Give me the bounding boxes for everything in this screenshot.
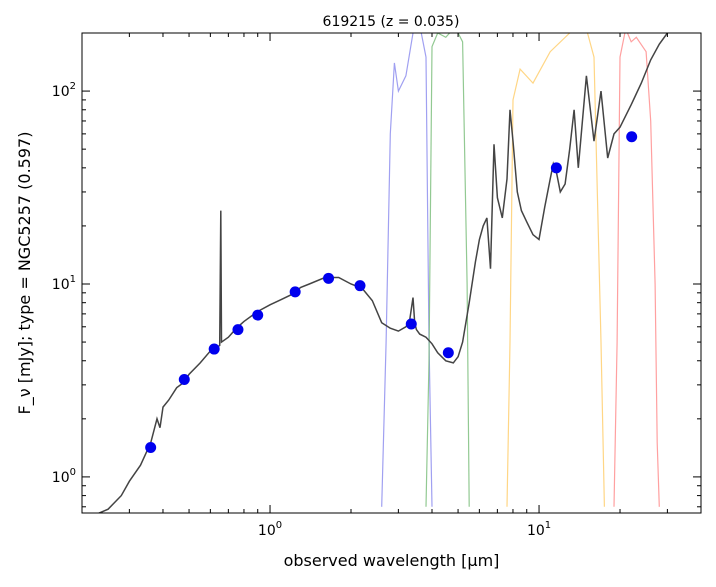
photometry-point — [550, 162, 562, 174]
filter-curve-green — [425, 33, 470, 507]
photometry-point — [232, 324, 244, 336]
photometry-point — [405, 318, 417, 330]
photometry-point — [289, 286, 301, 298]
y-tick-label: 100 — [52, 467, 76, 486]
filter-curve-orange — [506, 33, 605, 507]
photometry-point — [145, 442, 157, 454]
sed-template-line — [97, 33, 669, 513]
x-axis-label: observed wavelength [μm] — [284, 551, 500, 570]
photometry-point — [626, 131, 638, 143]
photometry-point — [208, 343, 220, 355]
photometry-point — [442, 347, 454, 359]
filter-curve-blue — [381, 33, 433, 507]
plot-frame — [81, 32, 702, 514]
x-tick-label: 100 — [258, 520, 282, 539]
y-tick-label: 102 — [52, 81, 76, 100]
plot-area — [97, 33, 669, 513]
chart-title: 619215 (z = 0.035) — [323, 14, 460, 30]
x-tick-label: 101 — [527, 520, 551, 539]
photometry-point — [252, 309, 264, 321]
y-tick-label: 101 — [52, 274, 76, 293]
photometry-point — [354, 280, 366, 292]
photometry-point — [323, 272, 335, 284]
photometry-point — [178, 373, 190, 385]
axis-ticks: 100 101 100 101 102 — [52, 32, 702, 539]
filter-curve-red — [613, 33, 660, 507]
y-axis-label: F_ν [mJy]; type = NGC5257 (0.597) — [15, 132, 35, 415]
